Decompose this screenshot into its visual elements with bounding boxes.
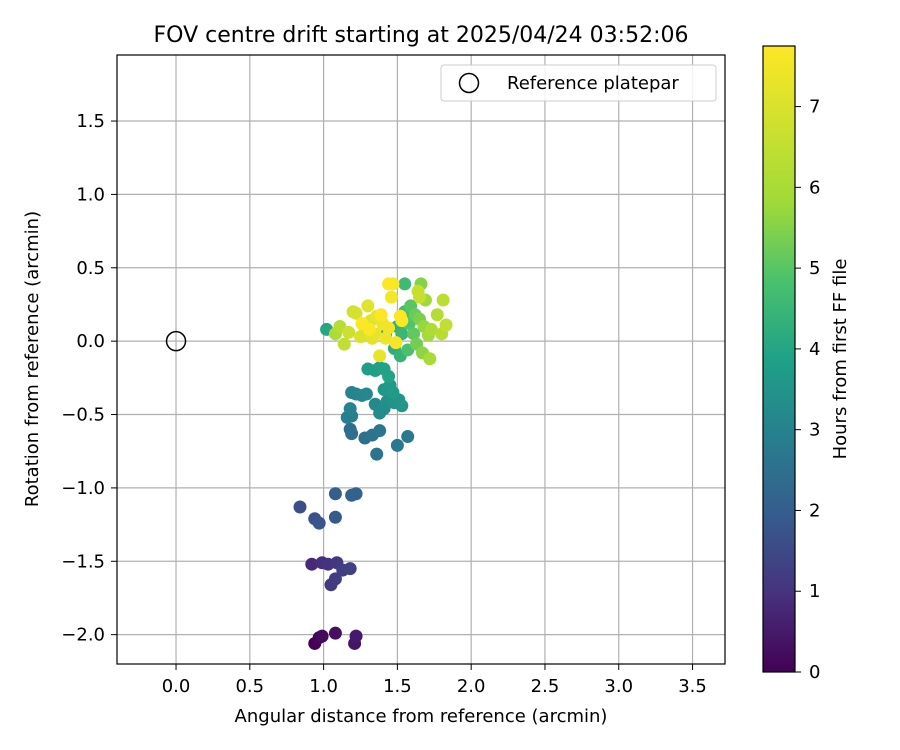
scatter-point	[349, 306, 363, 320]
x-tick-label: 1.0	[309, 676, 338, 697]
scatter-point	[395, 399, 409, 413]
scatter-point	[361, 299, 375, 313]
scatter-point	[401, 430, 415, 444]
y-tick-label: −0.5	[61, 405, 105, 426]
scatter-point	[439, 318, 453, 332]
x-axis-label: Angular distance from reference (arcmin)	[235, 706, 608, 727]
scatter-point	[382, 369, 396, 383]
colorbar: 0 1 2 3 4 5 6 7 Hours from first FF file	[762, 45, 851, 683]
y-axis-label: Rotation from reference (arcmin)	[22, 211, 43, 507]
x-tick-label: 2.0	[457, 676, 486, 697]
colorbar-label: Hours from first FF file	[830, 259, 851, 460]
legend-entry-label: Reference platepar	[507, 73, 679, 94]
scatter-point	[379, 331, 393, 345]
reference-point	[165, 330, 187, 352]
colorbar-tick-label: 1	[809, 581, 820, 602]
scatter-point	[374, 308, 388, 322]
scatter-point	[328, 626, 342, 640]
scatter-point	[345, 427, 359, 441]
y-tick-label: 0.5	[76, 258, 105, 279]
colorbar-tick-label: 7	[809, 97, 820, 118]
scatter-points	[293, 277, 453, 650]
y-tick-label: 1.0	[76, 184, 105, 205]
scatter-point	[386, 386, 400, 400]
scatter-point	[370, 447, 384, 461]
scatter-point	[407, 327, 421, 341]
legend: Reference platepar	[440, 64, 717, 102]
colorbar-tick-label: 6	[809, 177, 820, 198]
y-tick-label: 0.0	[76, 331, 105, 352]
x-tick-label: 3.0	[604, 676, 633, 697]
x-tick-label: 3.5	[678, 676, 707, 697]
colorbar-tick-label: 4	[809, 339, 820, 360]
y-tick-label: −2.0	[61, 625, 105, 646]
scatter-point	[349, 487, 363, 501]
colorbar-gradient	[762, 45, 796, 673]
x-tick-label: 0.0	[162, 676, 191, 697]
legend-box	[440, 64, 717, 102]
y-tick-label: −1.5	[61, 551, 105, 572]
scatter-point	[398, 277, 412, 291]
scatter-point	[436, 293, 450, 307]
scatter-point	[328, 487, 342, 501]
scatter-point	[389, 336, 403, 350]
scatter-point	[343, 402, 357, 416]
x-axis-ticks: 0.0 0.5 1.0 1.5 2.0 2.5 3.0 3.5	[162, 664, 707, 697]
scatter-point	[413, 290, 427, 304]
scatter-point	[315, 629, 329, 643]
scatter-point	[423, 352, 437, 366]
legend-marker-icon	[458, 72, 480, 94]
scatter-point	[355, 317, 369, 331]
scatter-point	[373, 424, 387, 438]
colorbar-tick-label: 5	[809, 258, 820, 279]
scatter-point	[328, 510, 342, 524]
scatter-point	[328, 572, 342, 586]
scatter-point	[395, 314, 409, 328]
scatter-point	[424, 322, 438, 336]
scatter-point	[390, 438, 404, 452]
scatter-point	[382, 277, 396, 291]
y-tick-label: −1.0	[61, 478, 105, 499]
x-tick-label: 0.5	[235, 676, 264, 697]
reference-marker-icon	[165, 330, 187, 352]
colorbar-tick-label: 3	[809, 420, 820, 441]
y-tick-label: 1.5	[76, 111, 105, 132]
scatter-point	[337, 337, 351, 351]
scatter-point	[384, 290, 398, 304]
scatter-point	[305, 557, 319, 571]
scatter-point	[312, 516, 326, 530]
colorbar-ticks: 0 1 2 3 4 5 6 7	[795, 97, 820, 683]
scatter-point	[430, 308, 444, 322]
scatter-point	[343, 562, 357, 576]
colorbar-tick-label: 2	[809, 500, 820, 521]
grid	[117, 55, 725, 664]
x-tick-label: 2.5	[531, 676, 560, 697]
plot-frame	[116, 54, 726, 665]
scatter-point	[359, 387, 373, 401]
scatter-point	[342, 325, 356, 339]
colorbar-tick-label: 0	[809, 662, 820, 683]
scatter-point	[349, 629, 363, 643]
chart-title: FOV centre drift starting at 2025/04/24 …	[154, 23, 689, 48]
scatter-point	[293, 500, 307, 514]
scatter-point	[382, 321, 396, 335]
y-axis-ticks: −2.0 −1.5 −1.0 −0.5 0.0 0.5 1.0 1.5	[61, 111, 117, 646]
scatter-point	[373, 349, 387, 363]
x-tick-label: 1.5	[383, 676, 412, 697]
